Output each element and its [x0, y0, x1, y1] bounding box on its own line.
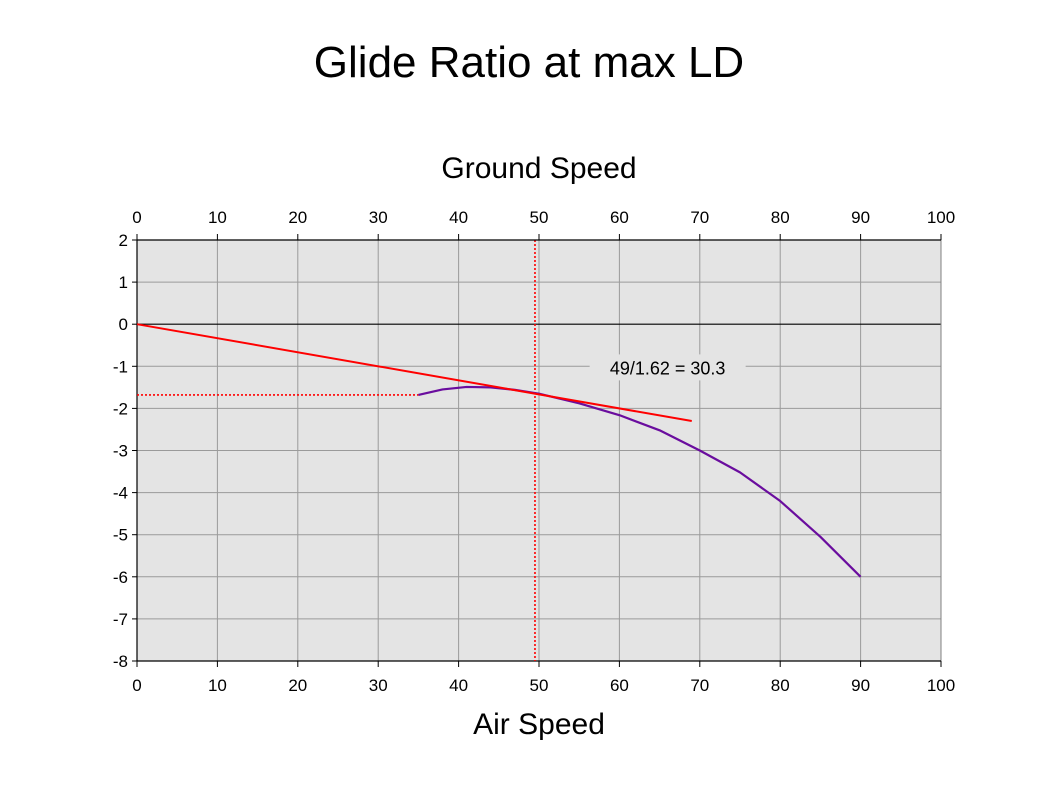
bottom-tick-label: 50 — [530, 676, 549, 695]
slide-title: Glide Ratio at max LD — [313, 38, 745, 87]
bottom-tick-label: 20 — [288, 676, 307, 695]
top-tick-label: 0 — [132, 208, 141, 227]
top-tick-label: 100 — [927, 208, 955, 227]
top-tick-label: 40 — [449, 208, 468, 227]
bottom-tick-label: 40 — [449, 676, 468, 695]
tangent-line — [136, 323, 692, 423]
bottom-tick-label: 100 — [927, 676, 955, 695]
left-tick-label: -6 — [113, 568, 128, 587]
top-axis-ticks: 0 10 20 30 40 50 60 70 80 90 100 — [132, 208, 955, 241]
left-tick-label: 2 — [119, 231, 128, 250]
left-tick-label: -5 — [113, 526, 128, 545]
top-tick-label: 70 — [690, 208, 709, 227]
bottom-axis-ticks: 0 10 20 30 40 50 60 70 80 90 100 — [132, 661, 955, 695]
left-tick-label: -7 — [113, 610, 128, 629]
bottom-tick-label: 10 — [208, 676, 227, 695]
bottom-tick-label: 70 — [690, 676, 709, 695]
left-axis-ticks: 2 1 0 -1 -2 -3 -4 -5 -6 -7 -8 — [113, 231, 137, 671]
bottom-tick-label: 30 — [369, 676, 388, 695]
left-tick-label: 1 — [119, 273, 128, 292]
top-tick-label: 20 — [288, 208, 307, 227]
left-tick-label: -3 — [113, 442, 128, 461]
bottom-tick-label: 0 — [132, 676, 141, 695]
left-tick-label: -1 — [113, 357, 128, 376]
top-tick-label: 60 — [610, 208, 629, 227]
top-tick-label: 30 — [369, 208, 388, 227]
left-tick-label: -8 — [113, 652, 128, 671]
series-layer — [136, 323, 862, 578]
top-tick-label: 80 — [771, 208, 790, 227]
left-tick-label: -2 — [113, 399, 128, 418]
top-tick-label: 10 — [208, 208, 227, 227]
left-tick-label: -4 — [113, 484, 128, 503]
top-axis-title: Ground Speed — [441, 152, 636, 185]
left-tick-label: 0 — [119, 315, 128, 334]
bottom-tick-label: 60 — [610, 676, 629, 695]
reference-lines — [137, 240, 536, 661]
bottom-tick-label: 90 — [851, 676, 870, 695]
annotation-layer: 49/1.62 = 30.3 — [589, 354, 746, 381]
bottom-axis-title: Air Speed — [473, 708, 605, 741]
annotation-background — [589, 354, 746, 381]
bottom-tick-label: 80 — [771, 676, 790, 695]
annotation-label: 49/1.62 = 30.3 — [610, 358, 726, 378]
polar-curve — [418, 385, 862, 578]
top-tick-label: 90 — [851, 208, 870, 227]
top-tick-label: 50 — [530, 208, 549, 227]
